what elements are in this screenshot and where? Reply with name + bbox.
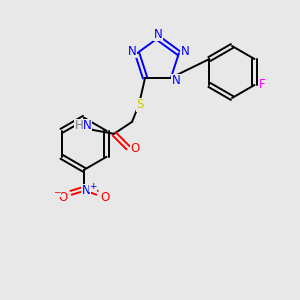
Text: N: N — [172, 74, 180, 87]
Text: N: N — [181, 45, 189, 58]
Text: O: O — [58, 191, 68, 204]
Text: F: F — [259, 79, 266, 92]
Text: O: O — [100, 191, 110, 204]
Text: N: N — [154, 28, 162, 40]
Text: +: + — [89, 182, 97, 191]
Text: O: O — [130, 142, 140, 155]
Text: N: N — [128, 45, 136, 58]
Text: S: S — [136, 98, 144, 111]
Text: N: N — [82, 184, 90, 197]
Text: −: − — [53, 187, 61, 196]
Text: H: H — [75, 119, 83, 132]
Text: N: N — [83, 119, 92, 132]
